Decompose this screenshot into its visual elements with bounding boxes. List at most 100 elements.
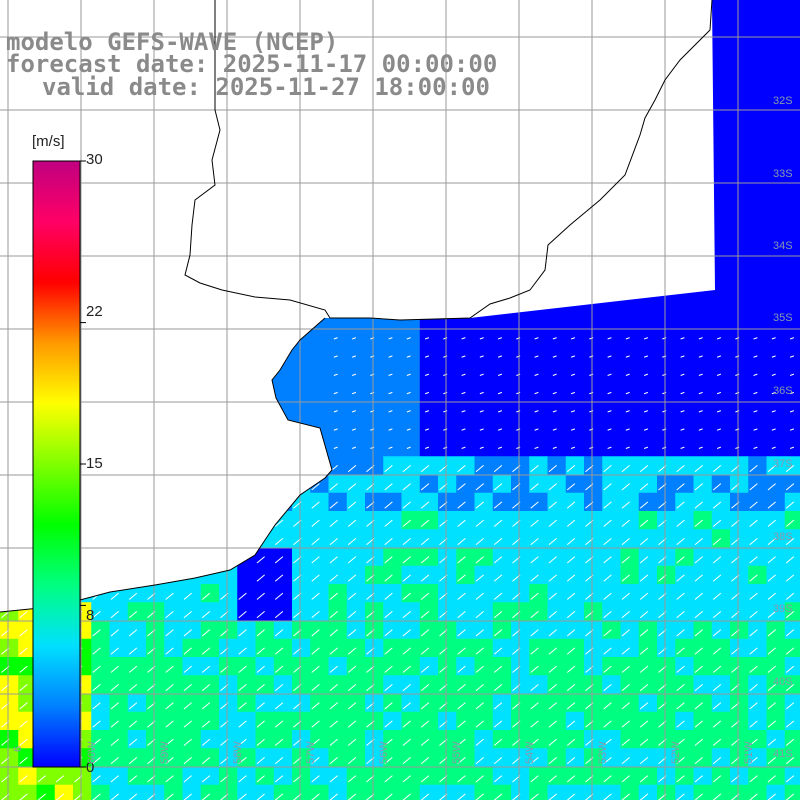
wind-cell	[256, 639, 275, 658]
wind-cell	[566, 712, 585, 731]
wind-cell	[310, 621, 329, 640]
wind-cell	[292, 657, 311, 676]
wind-cell	[657, 694, 676, 713]
wind-cell	[183, 767, 202, 786]
wind-cell	[456, 402, 475, 421]
wind-cell	[456, 438, 475, 457]
wind-cell	[657, 529, 676, 548]
wind-cell	[748, 548, 767, 567]
wind-cell	[730, 566, 749, 585]
wind-cell	[657, 639, 676, 658]
wind-cell	[511, 767, 530, 786]
wind-cell	[694, 785, 713, 800]
wind-cell	[493, 529, 512, 548]
wind-cell	[292, 511, 311, 530]
wind-cell	[730, 785, 749, 800]
wind-cell	[785, 18, 800, 37]
wind-cell	[219, 584, 238, 603]
wind-cell	[402, 767, 421, 786]
wind-cell	[256, 566, 275, 585]
wind-cell	[201, 621, 220, 640]
wind-cell	[237, 639, 256, 658]
wind-cell	[310, 365, 329, 384]
wind-cell	[602, 511, 621, 530]
wind-cell	[712, 383, 731, 402]
wind-cell	[365, 566, 384, 585]
wind-cell	[365, 329, 384, 348]
wind-cell	[694, 621, 713, 640]
wind-cell	[365, 347, 384, 366]
wind-cell	[621, 675, 640, 694]
wind-cell	[584, 347, 603, 366]
wind-cell	[602, 584, 621, 603]
wind-cell	[493, 493, 512, 512]
wind-cell	[347, 675, 366, 694]
wind-cell	[237, 584, 256, 603]
wind-cell	[529, 329, 548, 348]
wind-cell	[657, 675, 676, 694]
wind-cell	[639, 602, 658, 621]
wind-cell	[730, 37, 749, 56]
wind-cell	[420, 347, 439, 366]
wind-cell	[456, 383, 475, 402]
wind-cell	[256, 694, 275, 713]
wind-cell	[657, 456, 676, 475]
wind-cell	[128, 694, 147, 713]
wind-cell	[548, 675, 567, 694]
wind-cell	[292, 383, 311, 402]
wind-cell	[621, 548, 640, 567]
wind-cell	[456, 602, 475, 621]
wind-cell	[566, 511, 585, 530]
wind-cell	[529, 566, 548, 585]
wind-cell	[548, 475, 567, 494]
wind-cell	[183, 730, 202, 749]
wind-cell	[511, 566, 530, 585]
wind-cell	[566, 639, 585, 658]
wind-cell	[402, 365, 421, 384]
wind-cell	[475, 694, 494, 713]
wind-cell	[730, 621, 749, 640]
wind-cell	[694, 675, 713, 694]
wind-cell	[602, 420, 621, 439]
wind-cell	[383, 420, 402, 439]
wind-cell	[767, 146, 786, 165]
wind-cell	[292, 402, 311, 421]
wind-cell	[292, 566, 311, 585]
wind-cell	[511, 694, 530, 713]
wind-cell	[712, 128, 731, 147]
wind-cell	[365, 712, 384, 731]
wind-cell	[621, 748, 640, 767]
wind-cell	[548, 785, 567, 800]
wind-cell	[529, 310, 548, 329]
wind-cell	[183, 584, 202, 603]
wind-cell	[548, 438, 567, 457]
wind-cell	[694, 694, 713, 713]
wind-cell	[529, 529, 548, 548]
wind-cell	[146, 767, 165, 786]
wind-cell	[128, 639, 147, 658]
wind-cell	[602, 566, 621, 585]
wind-cell	[548, 347, 567, 366]
wind-cell	[402, 438, 421, 457]
wind-cell	[566, 456, 585, 475]
wind-cell	[420, 584, 439, 603]
wind-cell	[748, 55, 767, 74]
wind-cell	[548, 767, 567, 786]
wind-cell	[310, 694, 329, 713]
wind-cell	[456, 621, 475, 640]
wind-cell	[347, 529, 366, 548]
wind-cell	[475, 621, 494, 640]
wind-cell	[438, 566, 457, 585]
wind-cell	[347, 712, 366, 731]
wind-cell	[639, 456, 658, 475]
wind-cell	[712, 675, 731, 694]
wind-cell	[456, 639, 475, 658]
wind-cell	[767, 621, 786, 640]
wind-cell	[475, 748, 494, 767]
wind-cell	[657, 548, 676, 567]
wind-cell	[675, 383, 694, 402]
valid-date: valid date: 2025-11-27 18:00:00	[42, 75, 490, 99]
wind-cell	[584, 475, 603, 494]
wind-cell	[730, 420, 749, 439]
wind-cell	[675, 420, 694, 439]
